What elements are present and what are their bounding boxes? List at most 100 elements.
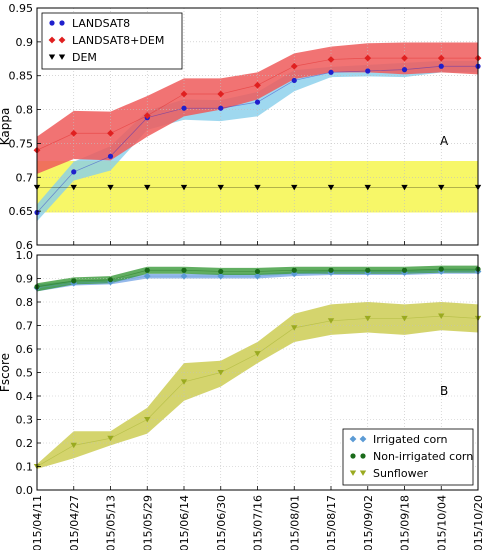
legend-marker: [58, 36, 66, 44]
legend-marker: [360, 453, 366, 459]
y-tick-label: 0.8: [16, 104, 34, 117]
data-point: [107, 277, 114, 283]
data-point: [254, 272, 261, 280]
legend-label: LANDSAT8+DEM: [72, 34, 164, 47]
legend-label: Non-irrigated corn: [373, 450, 473, 463]
legend-label: Sunflower: [373, 467, 428, 480]
data-point: [401, 315, 408, 322]
data-point: [401, 267, 408, 273]
data-point: [217, 184, 224, 191]
x-tick-label: 2015/04/27: [68, 495, 81, 550]
y-tick-label: 0.65: [9, 205, 34, 218]
legend-label: DEM: [72, 51, 97, 64]
data-point: [180, 379, 188, 385]
y-tick-label: 0.75: [9, 137, 34, 150]
y-tick-label: 0.1: [16, 461, 34, 474]
y-axis-label: Fscore: [0, 353, 12, 392]
data-point: [144, 267, 150, 273]
data-point: [70, 442, 77, 449]
x-tick-label: 2015/10/20: [472, 495, 485, 550]
data-point: [107, 129, 114, 137]
data-point: [217, 272, 225, 280]
data-point: [291, 184, 298, 191]
data-point: [254, 184, 261, 191]
legend-marker: [349, 470, 357, 476]
data-point: [181, 105, 187, 111]
data-point: [437, 54, 445, 62]
data-point: [144, 184, 151, 191]
data-point: [291, 267, 297, 273]
panel-B: 0.0 0.1 0.2 0.3 0.4 0.5 0.6 0.7 0.8 0.9 1.0 Fscore B…: [0, 249, 485, 550]
y-tick-label: 0.6: [16, 239, 34, 252]
legend-marker: [48, 36, 56, 44]
data-point: [365, 68, 371, 74]
data-point: [254, 99, 261, 105]
legend-marker: [349, 435, 357, 443]
y-tick-label: 0.0: [16, 484, 34, 497]
legend-marker: [49, 20, 55, 26]
data-point: [71, 278, 77, 284]
x-tick-label: 2015/06/14: [178, 495, 191, 550]
data-point: [328, 69, 334, 75]
y-axis-label: Kappa: [0, 108, 12, 146]
data-point: [291, 77, 297, 84]
data-point: [254, 351, 261, 357]
data-point: [217, 369, 224, 376]
data-point: [71, 169, 77, 175]
panel-label: A: [440, 134, 449, 148]
legend: LANDSAT8 LANDSAT8+DEM DEM: [41, 12, 183, 70]
data-point: [180, 184, 188, 191]
data-point: [291, 325, 298, 331]
data-point: [107, 153, 114, 159]
y-tick-label: 0.9: [16, 36, 34, 49]
x-tick-label: 2015/09/18: [399, 495, 412, 550]
data-point: [327, 318, 335, 324]
data-point: [328, 267, 334, 273]
data-point: [438, 63, 444, 69]
x-tick-label: 2015/07/16: [252, 495, 265, 550]
y-tick-label: 0.85: [9, 70, 34, 83]
data-point: [401, 184, 408, 191]
legend-marker: [48, 54, 56, 60]
data-point: [438, 313, 445, 319]
x-tick-label: 2015/05/29: [141, 495, 154, 550]
panel-A: 0.6 0.65 0.7 0.75 0.8 0.85 0.9 0.95 Kappa A LANDSA…: [0, 2, 482, 252]
y-tick-label: 0.3: [16, 414, 34, 427]
x-tick-label: 2015/06/30: [215, 495, 228, 550]
data-point: [143, 112, 151, 120]
data-point: [401, 67, 408, 73]
confidence-band: [37, 42, 478, 174]
data-point: [144, 416, 151, 423]
data-point: [70, 129, 78, 137]
legend-marker: [359, 435, 367, 443]
legend-marker: [59, 20, 65, 26]
confidence-band: [37, 302, 478, 469]
y-tick-label: 0.6: [16, 343, 34, 356]
y-tick-label: 0.2: [16, 437, 34, 450]
y-tick-label: 0.95: [9, 2, 34, 15]
data-point: [364, 315, 371, 322]
data-point: [401, 54, 408, 62]
data-point: [218, 268, 224, 275]
data-point: [254, 268, 261, 275]
data-point: [107, 435, 114, 442]
y-tick-label: 0.7: [16, 320, 34, 333]
data-point: [365, 267, 371, 273]
legend-marker: [350, 453, 356, 459]
x-tick-label: 2015/08/17: [325, 495, 338, 550]
legend-marker: [58, 54, 66, 60]
legend: Irrigated corn Non-irrigated corn Sunflowe…: [342, 428, 474, 486]
x-tick-label: 2015/08/01: [288, 495, 301, 550]
data-point: [438, 266, 444, 272]
x-tick-label: 2015/04/11: [31, 495, 44, 550]
legend-label: LANDSAT8: [72, 17, 130, 30]
x-tick-label: 2015/09/02: [362, 495, 375, 550]
data-point: [364, 54, 372, 62]
y-tick-label: 0.7: [16, 171, 34, 184]
y-tick-label: 0.5: [16, 367, 34, 380]
data-point: [364, 184, 371, 191]
legend-label: Irrigated corn: [373, 433, 448, 446]
data-point: [143, 272, 151, 280]
data-point: [180, 272, 188, 280]
data-point: [438, 184, 445, 191]
